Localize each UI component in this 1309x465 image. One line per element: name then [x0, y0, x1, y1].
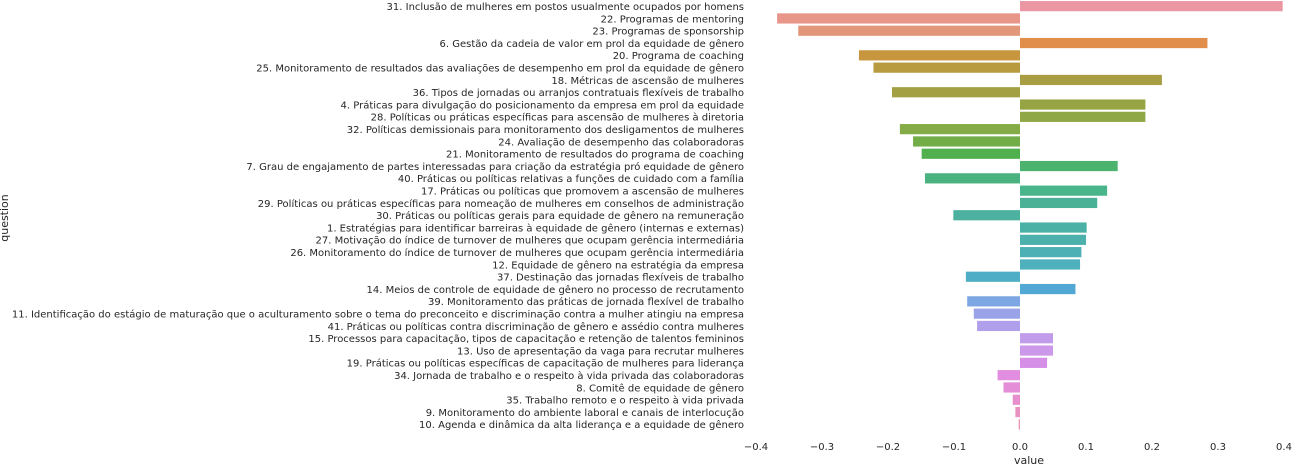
bar	[1020, 37, 1208, 49]
category-label: 19. Práticas ou políticas específicas de…	[347, 358, 744, 370]
bar	[1015, 406, 1020, 418]
bar	[891, 87, 1020, 98]
category-label: 37. Destinação das jornadas flexíveis de…	[497, 272, 744, 284]
bar	[1003, 382, 1020, 393]
category-label: 34. Jornada de trabalho e o respeito à v…	[394, 370, 744, 382]
category-label: 24. Avaliação de desempenho das colabora…	[498, 137, 744, 148]
bar	[1020, 197, 1098, 209]
bar	[1018, 419, 1020, 430]
bar	[1020, 99, 1146, 110]
category-label: 26. Monitoramento do índice de turnover …	[290, 247, 744, 259]
x-tick-label: 0.0	[1012, 442, 1028, 453]
bar	[1020, 222, 1087, 233]
bar	[873, 62, 1020, 73]
category-label: 23. Programas de sponsorship	[592, 27, 744, 38]
bar	[1020, 259, 1081, 270]
category-label: 32. Políticas demissionais para monitora…	[347, 124, 744, 136]
bar	[1020, 283, 1076, 295]
bar	[924, 173, 1020, 184]
bar	[1020, 1, 1283, 12]
bar	[1020, 247, 1082, 258]
bars-group	[777, 1, 1283, 430]
bar	[899, 124, 1020, 135]
x-axis-label: value	[1014, 454, 1044, 465]
category-label: 10. Agenda e dinâmica da alta liderança …	[419, 419, 744, 431]
category-label: 18. Métricas de ascensão de mulheres	[551, 75, 744, 87]
category-label: 1. Estratégias para identificar barreira…	[327, 222, 744, 234]
category-label: 31. Inclusão de mulheres em postos usual…	[387, 2, 744, 13]
bar	[973, 308, 1020, 319]
x-tick-label: 0.1	[1078, 442, 1094, 453]
bar	[1020, 345, 1053, 356]
category-label: 7. Grau de engajamento de partes interes…	[246, 161, 744, 173]
category-label: 29. Políticas ou práticas específicas pa…	[258, 198, 744, 210]
category-label: 41. Práticas ou políticas contra discrim…	[328, 321, 744, 333]
bar	[965, 271, 1020, 282]
bar	[777, 13, 1020, 24]
category-label: 28. Políticas ou práticas específicas pa…	[371, 112, 744, 124]
bar	[1020, 111, 1146, 122]
bar	[921, 148, 1020, 159]
category-label: 36. Tipos de jornadas ou arranjos contra…	[413, 87, 744, 99]
bar	[953, 210, 1020, 221]
category-label: 40. Práticas ou políticas relativas a fu…	[398, 173, 744, 185]
bar	[858, 50, 1020, 61]
bar	[1020, 333, 1053, 344]
category-label: 22. Programas de mentoring	[601, 14, 744, 25]
x-tick-label: −0.1	[942, 442, 966, 453]
x-tick-label: −0.4	[744, 442, 768, 453]
category-label: 13. Uso de apresentação da vaga para rec…	[457, 346, 744, 357]
x-tick-label: 0.4	[1276, 442, 1292, 453]
x-tick-label: 0.2	[1144, 442, 1160, 453]
bar	[967, 296, 1020, 307]
bar	[1020, 357, 1048, 368]
category-label: 30. Práticas ou políticas gerais para eq…	[376, 210, 744, 222]
category-label: 11. Identificação do estágio de maturaçã…	[12, 308, 744, 320]
x-tick-label: −0.2	[876, 442, 900, 453]
x-axis: −0.4 −0.3 −0.2 −0.1 0.0 0.1 0.2 0.3 0.4	[744, 442, 1292, 453]
bar	[913, 136, 1020, 147]
category-label: 9. Monitoramento do ambiente laboral e c…	[426, 408, 744, 419]
bar	[1020, 185, 1108, 196]
category-label: 14. Meios de controle de equidade de gên…	[367, 284, 744, 296]
bar	[1020, 74, 1162, 86]
bar	[977, 320, 1020, 332]
category-label: 27. Motivação do índice de turnover de m…	[316, 235, 744, 247]
category-label: 12. Equidade de gênero na estratégia da …	[492, 259, 744, 271]
y-axis-label: question	[0, 194, 11, 242]
x-tick-label: −0.3	[810, 442, 834, 453]
category-label: 35. Trabalho remoto e o respeito à vida …	[506, 395, 744, 407]
bar	[1020, 160, 1118, 172]
category-labels: 31. Inclusão de mulheres em postos usual…	[12, 2, 744, 431]
category-label: 17. Práticas ou políticas que promovem a…	[421, 185, 744, 197]
category-label: 15. Processos para capacitação, tipos de…	[308, 334, 744, 345]
category-label: 6. Gestão da cadeia de valor em prol da …	[440, 38, 744, 50]
category-label: 20. Programa de coaching	[613, 51, 744, 62]
bar	[1020, 234, 1086, 245]
bar	[997, 370, 1020, 381]
category-label: 8. Comitê de equidade de gênero	[576, 382, 744, 394]
category-label: 39. Monitoramento das práticas de jornad…	[428, 296, 744, 308]
bar	[798, 25, 1020, 36]
category-label: 21. Monitoramento de resultados do progr…	[446, 150, 744, 161]
category-label: 4. Práticas para divulgação do posiciona…	[341, 99, 744, 111]
category-label: 25. Monitoramento de resultados das aval…	[256, 62, 744, 74]
x-tick-label: 0.3	[1210, 442, 1226, 453]
bar	[1012, 394, 1020, 405]
